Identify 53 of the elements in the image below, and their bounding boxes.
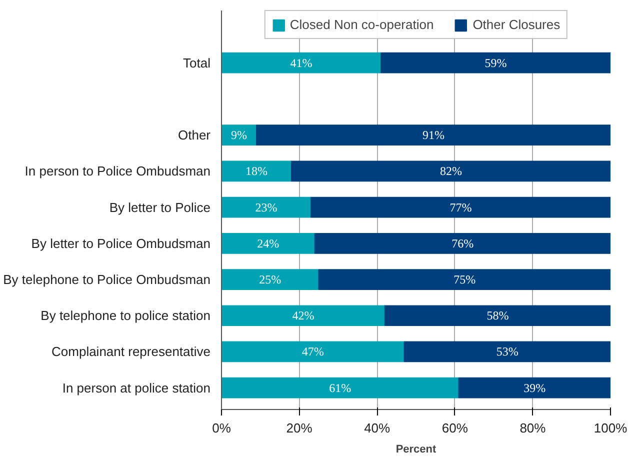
bar [222, 196, 312, 218]
bar [380, 52, 610, 74]
bar [222, 160, 292, 182]
x-tick-label: 20% [286, 420, 313, 436]
bar [318, 269, 610, 290]
data-label: 42% [292, 308, 314, 323]
bar [291, 160, 610, 182]
data-label: 18% [246, 164, 268, 178]
y-tick-label: By telephone to police station [40, 308, 211, 324]
bar [384, 305, 610, 326]
x-tick-label: 0% [212, 420, 232, 436]
data-label: 47% [302, 344, 324, 359]
bar [404, 341, 610, 362]
data-label: 9% [231, 128, 248, 142]
bar [222, 52, 382, 74]
y-tick-label: By telephone to Police Ombudsman [3, 272, 211, 288]
data-label: 53% [496, 344, 518, 359]
data-label: 58% [486, 308, 509, 323]
legend-label: Other Closures [472, 17, 560, 32]
legend-label: Closed Non co-operation [290, 17, 434, 32]
data-label: 39% [524, 380, 546, 395]
data-label: 75% [454, 272, 476, 287]
y-tick-label: In person at police station [62, 380, 211, 396]
y-tick-label: Complainant representative [52, 344, 211, 360]
x-tick-label: 60% [442, 420, 468, 436]
bar [310, 196, 610, 218]
data-label: 82% [440, 164, 462, 178]
y-tick-label: By letter to Police [109, 200, 210, 215]
bar [222, 232, 316, 254]
data-label: 24% [257, 236, 280, 250]
y-tick-label: Other [178, 128, 212, 143]
bar [256, 124, 610, 146]
data-label: 77% [450, 200, 472, 214]
data-label: 59% [484, 56, 507, 70]
x-axis-title: Percent [396, 444, 437, 456]
x-tick-label: 80% [520, 420, 546, 436]
bar [222, 269, 320, 290]
bar [314, 232, 610, 254]
data-label: 25% [259, 272, 282, 287]
x-tick-label: 100% [594, 420, 628, 436]
bar [222, 377, 460, 398]
bar [458, 377, 610, 398]
x-tick-label: 40% [364, 420, 391, 436]
y-tick-label: In person to Police Ombudsman [24, 164, 211, 179]
data-label: 91% [422, 128, 445, 142]
bar [222, 341, 405, 362]
bar [222, 305, 386, 326]
data-label: 41% [290, 56, 312, 70]
data-label: 61% [329, 380, 352, 395]
y-tick-label: Total [183, 55, 211, 70]
data-label: 23% [255, 200, 278, 214]
data-label: 76% [452, 236, 474, 250]
y-tick-label: By letter to Police Ombudsman [31, 236, 211, 251]
